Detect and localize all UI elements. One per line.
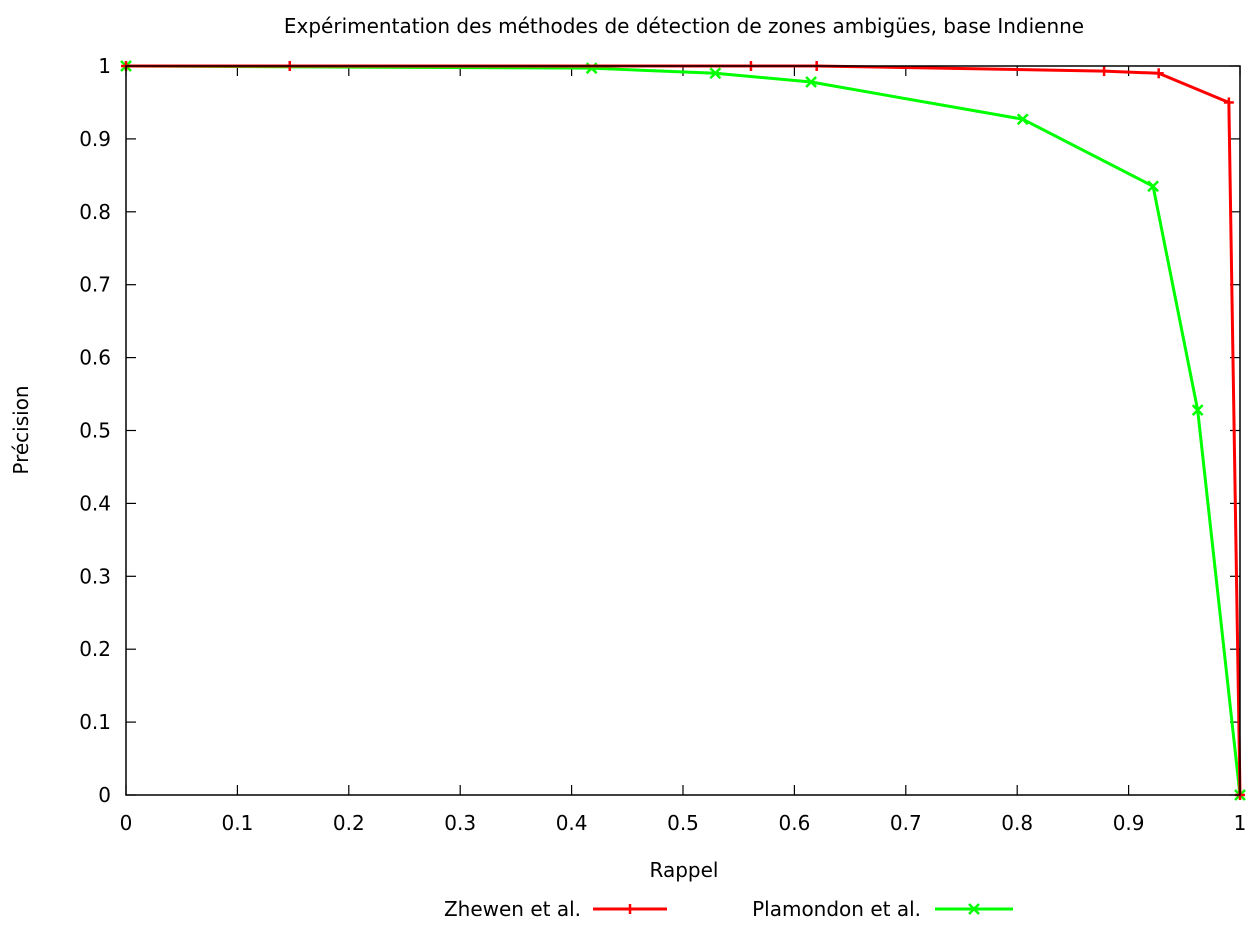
y-tick-label: 0.1 [79, 710, 111, 734]
data-point [1099, 66, 1110, 77]
legend-marker-1 [968, 903, 980, 915]
legend-label-0: Zhewen et al. [444, 897, 581, 921]
series-line-1 [125, 64, 1242, 796]
data-point [1223, 97, 1234, 108]
y-tick-label: 0.5 [79, 419, 111, 443]
series-layer [120, 60, 1246, 801]
x-tick-label: 0.4 [556, 811, 588, 835]
y-tick-label: 1 [98, 54, 111, 78]
data-point [1153, 68, 1164, 79]
series-1 [120, 60, 1246, 801]
chart-title: Expérimentation des méthodes de détectio… [284, 14, 1084, 38]
marker-d2 [709, 67, 722, 80]
x-tick-label: 0.8 [1001, 811, 1033, 835]
x-tick-label: 1 [1234, 811, 1247, 835]
y-axis: 0 0.1 0.2 0.3 0.4 0.5 0.6 0.7 0.8 0.9 1 [79, 54, 1240, 807]
x-tick-label: 0.7 [890, 811, 922, 835]
data-point [1191, 404, 1204, 416]
plot-frame [125, 65, 1241, 796]
legend-sample-1 [935, 903, 1013, 915]
x-axis: 0 0.1 0.2 0.3 0.4 0.5 0.6 0.7 0.8 0.9 1 [120, 66, 1247, 835]
x-axis-label: Rappel [650, 858, 719, 882]
marker-d2 [1191, 404, 1204, 416]
data-point [1016, 113, 1029, 126]
x-tick-label: 0.2 [333, 811, 365, 835]
x-tick-label: 0.6 [778, 811, 810, 835]
y-tick-label: 0.2 [79, 637, 111, 661]
y-axis-label: Précision [9, 385, 33, 474]
legend-marker-0 [625, 904, 635, 914]
data-point [1147, 180, 1159, 193]
x-tick-label: 0.5 [667, 811, 699, 835]
marker-d2 [805, 76, 817, 88]
y-tick-label: 0.7 [79, 273, 111, 297]
marker-d2 [1147, 180, 1159, 193]
series-0 [121, 61, 1245, 800]
y-tick-label: 0.4 [79, 491, 111, 515]
y-tick-label: 0.6 [79, 346, 111, 370]
legend-sample-0 [593, 904, 667, 914]
data-point [709, 67, 722, 80]
y-tick-label: 0.8 [79, 200, 111, 224]
legend-label-1: Plamondon et al. [752, 897, 921, 921]
y-tick-label: 0 [98, 783, 111, 807]
marker-d2 [1016, 113, 1029, 126]
x-tick-label: 0 [120, 811, 133, 835]
y-tick-label: 0.3 [79, 564, 111, 588]
legend: Zhewen et al. Plamondon et al. [444, 897, 1013, 921]
series-line-0 [126, 64, 1242, 796]
y-tick-label: 0.9 [79, 127, 111, 151]
x-tick-label: 0.9 [1113, 811, 1145, 835]
x-tick-label: 0.3 [444, 811, 476, 835]
x-tick-label: 0.1 [221, 811, 253, 835]
marker-d2 [968, 903, 980, 915]
data-point [805, 76, 817, 88]
